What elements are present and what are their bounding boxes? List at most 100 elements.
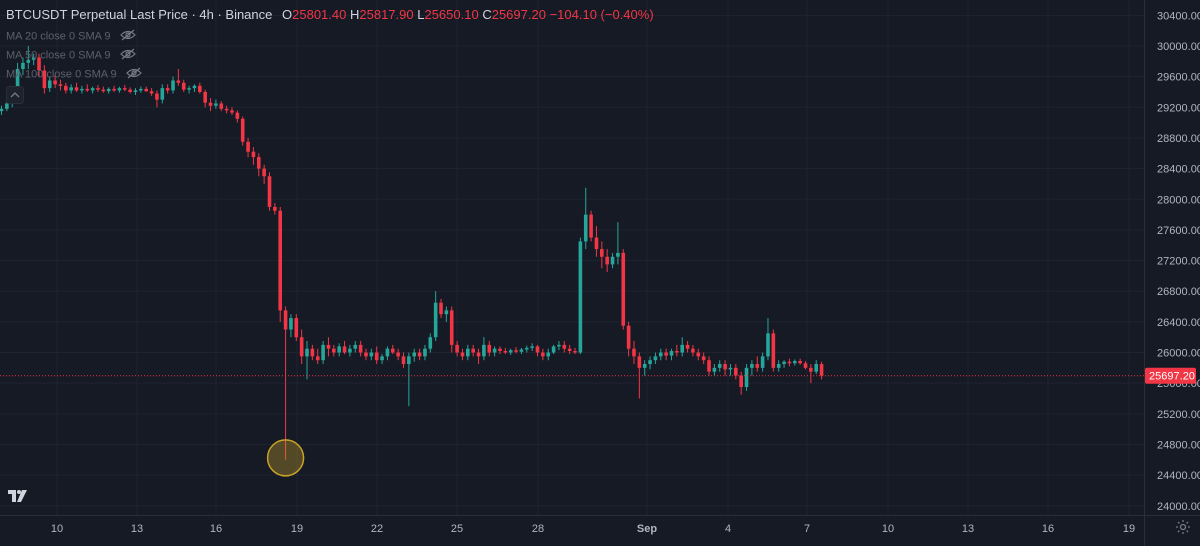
indicator-ma50[interactable]: MA 50 close 0 SMA 9 xyxy=(6,48,136,63)
candle[interactable] xyxy=(358,341,363,357)
candle[interactable] xyxy=(37,53,41,77)
candle[interactable] xyxy=(621,249,626,330)
candle[interactable] xyxy=(514,347,518,354)
candle[interactable] xyxy=(460,348,465,361)
candle[interactable] xyxy=(776,360,781,372)
candle[interactable] xyxy=(680,337,685,357)
candle[interactable] xyxy=(546,348,551,361)
candle[interactable] xyxy=(278,206,283,322)
candle[interactable] xyxy=(819,361,824,380)
candle[interactable] xyxy=(289,314,293,338)
candle[interactable] xyxy=(117,86,122,93)
candle[interactable] xyxy=(685,341,690,353)
candle[interactable] xyxy=(353,341,358,353)
candle[interactable] xyxy=(101,86,106,93)
candle[interactable] xyxy=(203,89,207,108)
candle[interactable] xyxy=(444,306,449,322)
candle[interactable] xyxy=(519,347,524,355)
candle[interactable] xyxy=(498,346,502,355)
candle[interactable] xyxy=(734,364,738,380)
candle[interactable] xyxy=(809,364,813,384)
candle[interactable] xyxy=(133,88,138,96)
candle[interactable] xyxy=(310,344,315,361)
eye-crossed-icon[interactable] xyxy=(125,67,142,82)
candle[interactable] xyxy=(369,348,374,361)
candle[interactable] xyxy=(64,82,68,94)
candle[interactable] xyxy=(439,298,443,319)
candle[interactable] xyxy=(214,99,218,109)
indicator-ma20[interactable]: MA 20 close 0 SMA 9 xyxy=(6,29,136,44)
candle[interactable] xyxy=(605,249,609,273)
candle[interactable] xyxy=(240,116,245,146)
candle[interactable] xyxy=(90,86,95,94)
candle[interactable] xyxy=(578,237,583,355)
candle[interactable] xyxy=(449,306,454,353)
candle[interactable] xyxy=(219,101,224,112)
candle[interactable] xyxy=(803,360,808,370)
candle[interactable] xyxy=(144,86,149,92)
candle[interactable] xyxy=(616,222,620,265)
candle[interactable] xyxy=(412,348,417,362)
candle[interactable] xyxy=(691,344,695,357)
candle[interactable] xyxy=(364,348,368,361)
candle[interactable] xyxy=(760,352,765,372)
candle[interactable] xyxy=(428,333,433,353)
candle[interactable] xyxy=(176,68,181,86)
candle[interactable] xyxy=(181,79,186,92)
candle[interactable] xyxy=(508,348,513,355)
candle[interactable] xyxy=(696,348,701,361)
candle[interactable] xyxy=(712,364,717,376)
candle[interactable] xyxy=(208,98,213,112)
candle[interactable] xyxy=(482,337,486,361)
candle[interactable] xyxy=(707,356,711,376)
candle[interactable] xyxy=(471,344,475,357)
candle[interactable] xyxy=(642,360,647,376)
candle[interactable] xyxy=(283,306,288,460)
candle[interactable] xyxy=(782,360,786,368)
candle[interactable] xyxy=(589,210,593,242)
candle[interactable] xyxy=(21,57,25,76)
candle[interactable] xyxy=(530,343,534,351)
candle[interactable] xyxy=(224,105,229,114)
candle[interactable] xyxy=(273,203,277,215)
symbol-title[interactable]: BTCUSDT Perpetual Last Price · 4h · Bina… xyxy=(6,7,273,22)
candle[interactable] xyxy=(294,314,299,342)
candle[interactable] xyxy=(487,341,492,357)
candle[interactable] xyxy=(31,53,36,66)
candle[interactable] xyxy=(433,291,438,342)
candle[interactable] xyxy=(106,87,111,94)
candle[interactable] xyxy=(492,346,497,357)
candle[interactable] xyxy=(315,348,320,365)
candle[interactable] xyxy=(96,85,100,92)
candle[interactable] xyxy=(455,341,459,357)
candle[interactable] xyxy=(723,360,727,376)
candle[interactable] xyxy=(374,346,379,365)
candle[interactable] xyxy=(583,187,588,250)
candle[interactable] xyxy=(122,85,127,92)
candle[interactable] xyxy=(798,358,802,365)
candle[interactable] xyxy=(423,344,427,361)
candle[interactable] xyxy=(251,147,256,165)
candle[interactable] xyxy=(396,348,400,361)
candle[interactable] xyxy=(701,352,706,365)
candle[interactable] xyxy=(53,75,57,89)
candle[interactable] xyxy=(139,86,143,93)
candle[interactable] xyxy=(80,85,84,94)
candle[interactable] xyxy=(610,252,615,269)
candle[interactable] xyxy=(230,107,234,115)
candle[interactable] xyxy=(332,344,336,357)
candle[interactable] xyxy=(299,329,304,365)
candle[interactable] xyxy=(669,348,674,361)
candle[interactable] xyxy=(155,90,159,108)
candle[interactable] xyxy=(385,346,390,361)
candle[interactable] xyxy=(26,45,31,69)
candle[interactable] xyxy=(407,352,411,407)
candle[interactable] xyxy=(567,344,572,355)
candle[interactable] xyxy=(326,337,331,357)
candle[interactable] xyxy=(401,352,406,368)
candle[interactable] xyxy=(557,341,561,351)
eye-crossed-icon[interactable] xyxy=(119,29,136,44)
time-scale[interactable]: 10 13 16 19 22 25 28 Sep 4 7 10 13 16 19 xyxy=(51,523,1135,535)
candle[interactable] xyxy=(503,347,508,355)
